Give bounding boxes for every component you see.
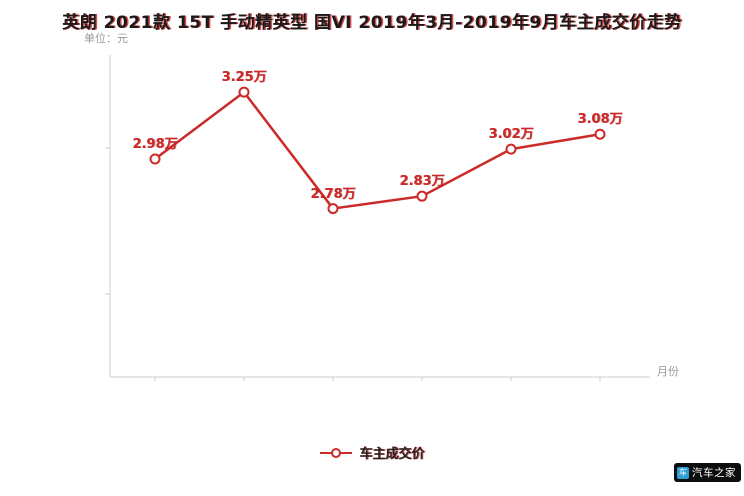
data-point-label: 2.83万 bbox=[399, 174, 445, 190]
data-point-label: 3.08万 bbox=[577, 112, 623, 128]
data-point[interactable] bbox=[327, 203, 339, 215]
data-point-label: 2.78万 bbox=[310, 186, 356, 202]
data-point[interactable] bbox=[149, 153, 161, 165]
data-point[interactable] bbox=[416, 190, 428, 202]
data-point[interactable] bbox=[594, 128, 606, 140]
x-axis-label: 月份 bbox=[657, 365, 679, 378]
series-line bbox=[154, 90, 601, 210]
y-axis-unit-label: 单位：元 bbox=[84, 32, 128, 45]
chart-title: 英朗 2021款 15T 手动精英型 国VI 2019年3月-2019年9月车主… bbox=[62, 13, 682, 33]
legend-marker-icon bbox=[320, 447, 353, 458]
watermark-badge: 车 汽车之家 bbox=[674, 463, 741, 482]
watermark-text: 汽车之家 bbox=[692, 467, 736, 479]
legend-label: 车主成交价 bbox=[359, 447, 425, 462]
data-point-label: 3.25万 bbox=[221, 70, 267, 86]
chart-legend: 车主成交价 bbox=[0, 443, 744, 462]
data-point-label: 3.02万 bbox=[488, 127, 534, 143]
autohome-logo-icon: 车 bbox=[677, 466, 689, 479]
data-point[interactable] bbox=[505, 143, 517, 155]
data-point-label: 2.98万 bbox=[132, 137, 178, 153]
data-point[interactable] bbox=[238, 86, 250, 98]
